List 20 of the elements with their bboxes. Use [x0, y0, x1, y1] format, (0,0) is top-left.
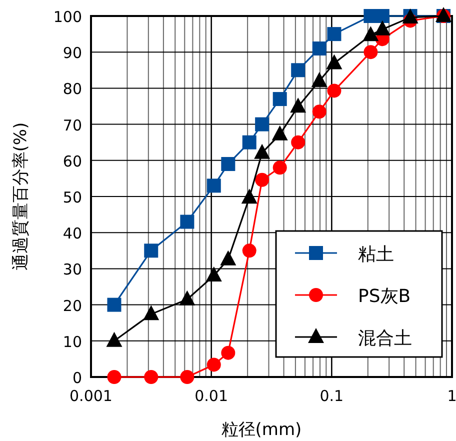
y-tick-label: 100: [53, 8, 82, 26]
y-tick-label: 30: [62, 260, 82, 279]
legend-label: 粘土: [358, 244, 394, 265]
y-tick-label: 60: [62, 152, 82, 170]
x-tick-label: 0.001: [70, 387, 112, 405]
x-axis-title: 粒径(mm): [221, 420, 302, 440]
y-tick-label: 10: [62, 332, 82, 351]
legend-label: PS灰B: [358, 286, 411, 307]
y-tick-label: 40: [62, 224, 82, 243]
x-tick-label: 0.01: [194, 387, 228, 405]
y-tick-label: 20: [62, 296, 82, 315]
y-tick-label: 70: [62, 116, 82, 134]
y-tick-label: 80: [62, 80, 82, 98]
x-tick-label: 1: [447, 387, 456, 405]
legend-label: 混合土: [358, 328, 412, 349]
y-tick-label: 0: [72, 369, 82, 387]
y-tick-label: 50: [62, 188, 82, 206]
x-tick-label: 0.1: [320, 387, 344, 405]
y-axis-title: 通過質量百分率(%): [11, 122, 31, 271]
y-tick-label: 90: [62, 44, 82, 62]
